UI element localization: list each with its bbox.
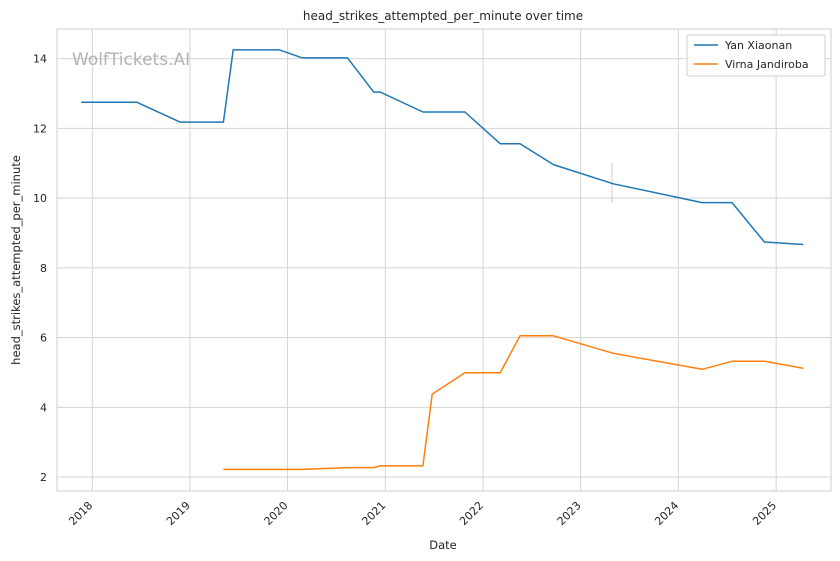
y-tick-label: 10 — [33, 192, 47, 205]
x-tick-label: 2025 — [750, 499, 779, 528]
legend: Yan Xiaonan Virna Jandiroba — [686, 34, 826, 77]
y-axis-label: head_strikes_attempted_per_minute — [9, 155, 23, 365]
x-axis-label: Date — [429, 538, 457, 552]
y-tick-label: 4 — [40, 401, 47, 414]
legend-box — [686, 34, 826, 77]
y-tick-label: 12 — [33, 122, 47, 135]
watermark: WolfTickets.AI — [72, 50, 190, 70]
y-tick-label: 14 — [33, 53, 47, 66]
x-tick-label: 2021 — [359, 499, 388, 528]
series-line-virna-jandiroba — [223, 335, 804, 471]
plot-frame — [56, 28, 832, 492]
x-tick-label: 2024 — [652, 499, 681, 528]
y-tick-labels: 2 4 6 8 10 12 14 — [33, 53, 47, 484]
x-tick-labels: 2018 2019 2020 2021 2022 2023 2024 2025 — [66, 499, 779, 528]
legend-label-virna-jandiroba: Virna Jandiroba — [725, 58, 809, 71]
series-line-yan-xiaonan — [81, 49, 804, 246]
x-tick-label: 2019 — [164, 499, 193, 528]
x-tick-label: 2018 — [66, 499, 95, 528]
series-group — [81, 49, 804, 471]
y-tick-label: 6 — [40, 332, 47, 345]
grid — [57, 29, 831, 491]
chart-title: head_strikes_attempted_per_minute over t… — [303, 9, 583, 23]
y-tick-label: 8 — [40, 262, 47, 275]
x-tick-label: 2022 — [457, 499, 486, 528]
x-tick-label: 2023 — [555, 499, 584, 528]
x-tick-label: 2020 — [262, 499, 291, 528]
legend-label-yan-xiaonan: Yan Xiaonan — [724, 39, 792, 52]
y-tick-label: 2 — [40, 471, 47, 484]
